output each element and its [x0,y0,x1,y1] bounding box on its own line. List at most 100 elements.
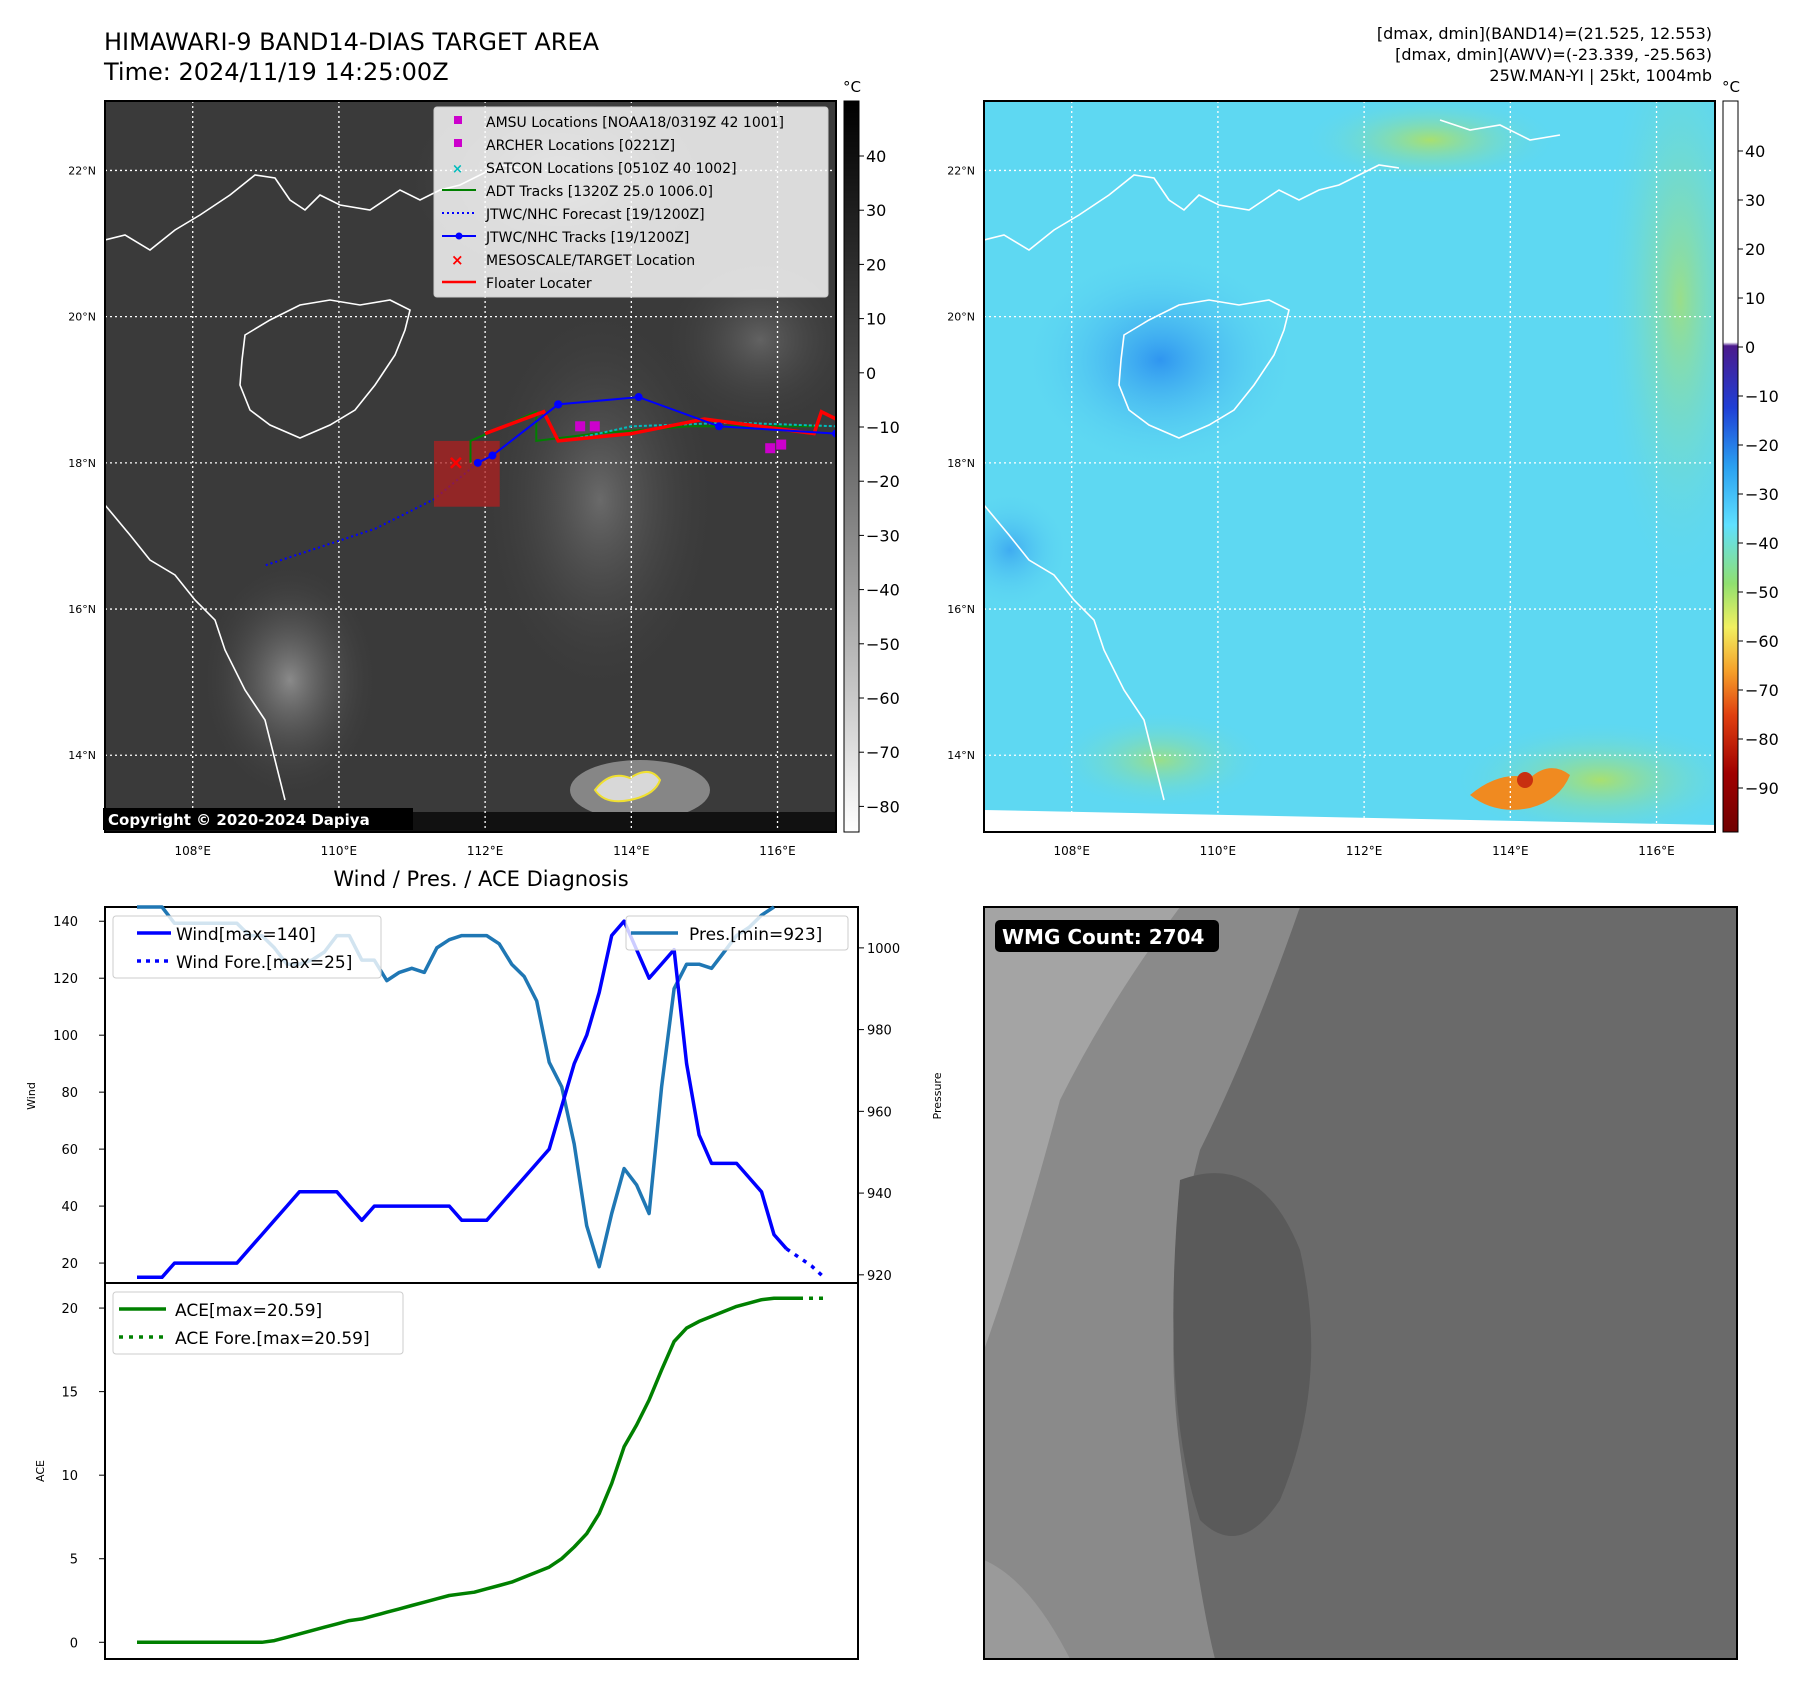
ace-forecast-legend-label: ACE Fore.[max=20.59] [175,1329,370,1349]
ir-lon-tick-label: 114°E [613,844,650,858]
wmg-panel: WMG Count: 2704 [983,906,1738,1660]
wind-forecast-line [785,1247,826,1279]
colorbar-tick-label: −50 [866,635,900,654]
pres-legend: Pres.[min=923] [625,915,849,951]
ir-lon-tick-label: 110°E [321,844,358,858]
header-dmax-awv: [dmax, dmin](AWV)=(-23.339, -25.563) [1395,45,1712,64]
target-legend-icon: × [451,251,464,269]
wind-ytick-label: 60 [61,1143,78,1158]
ace-ytick-label: 15 [61,1386,78,1401]
ace-ylabel: ACE [34,1460,47,1482]
wind-ytick-label: 100 [53,1029,78,1044]
wv-lon-tick-label: 116°E [1638,844,1675,858]
colorbar-tick-label: 20 [866,255,886,274]
pres-legend-label: Pres.[min=923] [689,925,822,945]
pres-ytick-label: 980 [867,1024,892,1039]
legend-label: SATCON Locations [0510Z 40 1002] [486,161,737,177]
wv-lon-tick-label: 108°E [1053,844,1090,858]
archer-legend-icon [454,139,462,147]
wv-lat-tick-label: 22°N [947,164,975,177]
wind-forecast-legend-label: Wind Fore.[max=25] [176,953,352,973]
ir-lat-tick-label: 16°N [68,603,96,616]
satcon-legend-icon: × [452,162,463,177]
colorbar-tick-label: −60 [1745,632,1779,651]
colorbar-tick-label: 30 [866,201,886,220]
ace-ytick-label: 20 [61,1302,78,1317]
ace-legend: ACE[max=20.59] ACE Fore.[max=20.59] [112,1291,404,1355]
wv-lat-tick-label: 14°N [947,749,975,762]
ir-lon-tick-label: 112°E [467,844,504,858]
ir-lon-tick-label: 108°E [174,844,211,858]
ir-lat-tick-label: 18°N [68,457,96,470]
ace-ytick-label: 5 [70,1553,78,1568]
copyright: Copyright © 2020-2024 Dapiya [108,811,370,829]
pres-ylabel: Pressure [931,1072,944,1119]
ir-lat-tick-label: 14°N [68,749,96,762]
colorbar-tick-label: −80 [866,797,900,816]
legend-label: JTWC/NHC Tracks [19/1200Z] [485,230,689,246]
wind-ylabel: Wind [25,1082,38,1110]
diagnosis-title: Wind / Pres. / ACE Diagnosis [333,867,628,891]
wv-colorbar-ticks: 40 30 20 10 0 −10 −20 −30 −40 −50 −60 −70 −80 −90 [1738,142,1779,798]
track-point [488,451,497,460]
header-storm: 25W.MAN-YI | 25kt, 1004mb [1489,66,1712,85]
track-point [715,422,724,431]
legend-label: ARCHER Locations [0221Z] [486,138,675,154]
ir-lat-tick-label: 22°N [68,164,96,177]
colorbar-tick-label: −70 [1745,681,1779,700]
wind-ytick-label: 80 [61,1086,78,1101]
legend-label: Floater Locater [486,276,592,292]
ir-lat-tick-label: 20°N [68,311,96,324]
colorbar-tick-label: −40 [866,581,900,600]
wv-lat-tick-label: 20°N [947,311,975,324]
track-point [634,393,643,402]
colorbar-tick-label: 40 [1745,142,1765,161]
wind-legend: Wind[max=140] Wind Fore.[max=25] [112,915,382,979]
ir-tracks [433,393,836,507]
amsu-legend-icon [454,116,462,124]
pres-ytick-label: 960 [867,1105,892,1120]
pres-yticks: 920 940 960 980 1000 [858,942,900,1284]
ir-unit: °C [843,78,861,96]
colorbar-tick-label: 0 [1745,338,1755,357]
legend-label: JTWC/NHC Forecast [19/1200Z] [485,207,705,223]
wv-lat-labels: 22°N 20°N 18°N 16°N 14°N [947,164,975,762]
target-box [433,440,500,507]
wv-unit: °C [1722,78,1740,96]
ace-line [137,1296,799,1645]
pres-ytick-label: 1000 [867,942,900,957]
legend-label: ADT Tracks [1320Z 25.0 1006.0] [486,184,713,200]
ir-lon-tick-label: 116°E [759,844,796,858]
ir-lat-labels: 22°N 20°N 18°N 16°N 14°N [68,164,96,762]
wind-legend-label: Wind[max=140] [176,925,316,945]
colorbar-tick-label: −80 [1745,730,1779,749]
ace-yticks: 0 5 10 15 20 [61,1302,105,1651]
colorbar-tick-label: −30 [866,526,900,545]
colorbar-tick-label: −30 [1745,485,1779,504]
adt-line [469,410,822,463]
ace-chart: 0 5 10 15 20 ACE ACE[max=20.59] ACE Fore.[ma… [34,1282,859,1660]
wv-gridlines [984,101,1715,832]
wind-ytick-label: 40 [61,1200,78,1215]
pres-ytick-label: 920 [867,1269,892,1284]
colorbar-tick-label: −10 [1745,387,1779,406]
wv-coastline [984,119,1561,801]
wind-ytick-label: 20 [61,1257,78,1272]
legend-label: AMSU Locations [NOAA18/0319Z 42 1001] [486,115,784,131]
amsu-point [776,439,787,450]
wind-ytick-label: 120 [53,972,78,987]
ace-ytick-label: 10 [61,1469,78,1484]
header-dmax-band14: [dmax, dmin](BAND14)=(21.525, 12.553) [1377,24,1712,43]
colorbar-tick-label: −60 [866,689,900,708]
wv-lon-tick-label: 110°E [1200,844,1237,858]
satcon-line [565,421,836,442]
header-time: Time: 2024/11/19 14:25:00Z [103,58,449,86]
colorbar-tick-label: −70 [866,743,900,762]
colorbar-tick-label: −50 [1745,583,1779,602]
wind-line [137,919,788,1280]
ace-series [137,1296,824,1645]
ir-lon-labels: 108°E 110°E 112°E 114°E 116°E [174,844,795,858]
wind-ytick-label: 140 [53,915,78,930]
wind-pressure-chart: 20 40 60 80 100 120 140 920 940 960 980 1000 Wind … [25,905,944,1284]
